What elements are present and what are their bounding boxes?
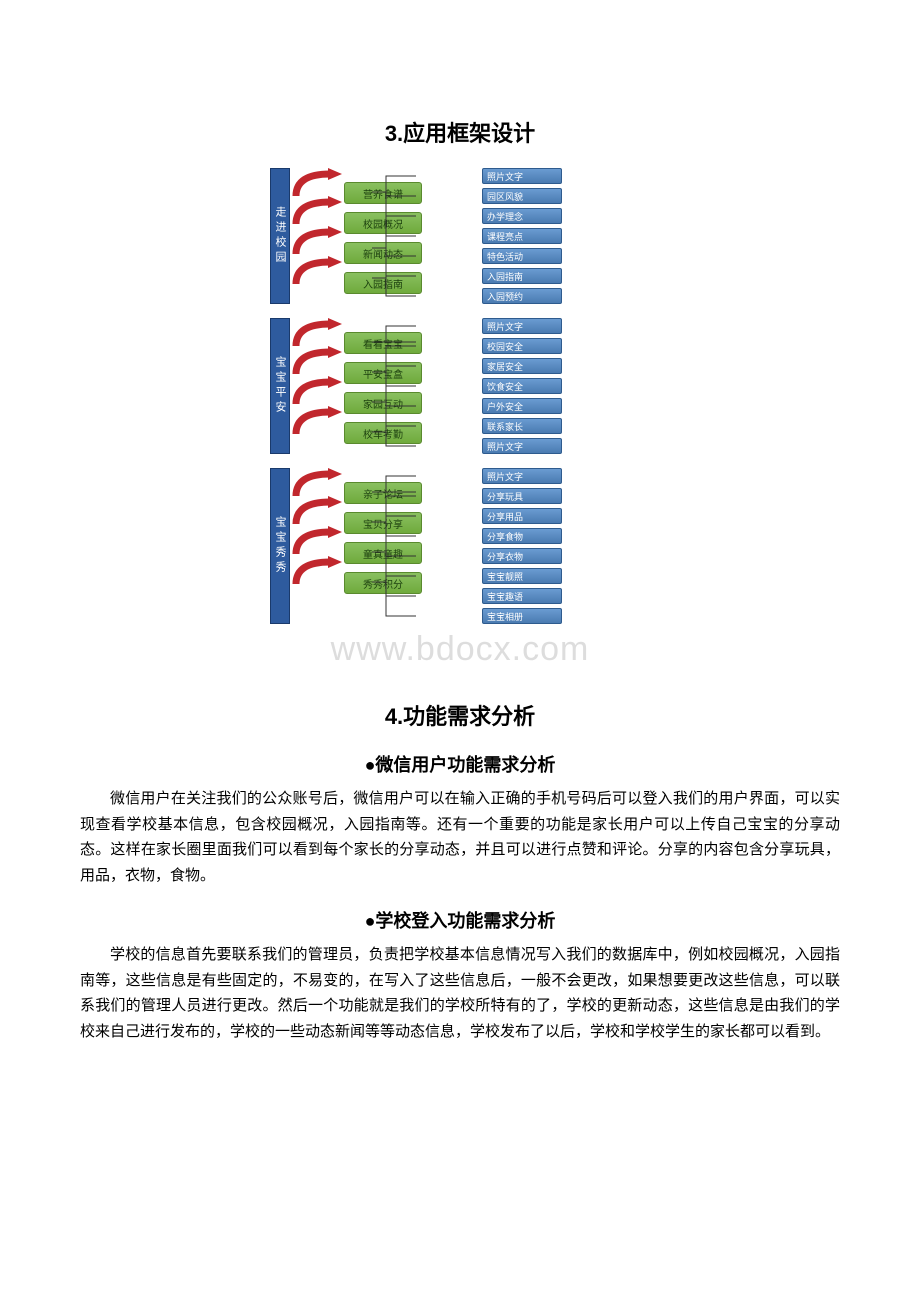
arrows-column bbox=[290, 168, 344, 304]
arrows-column bbox=[290, 318, 344, 454]
paragraph-text: 微信用户在关注我们的公众账号后，微信用户可以在输入正确的手机号码后可以登入我们的… bbox=[80, 787, 840, 889]
paragraph-text: 学校的信息首先要联系我们的管理员，负责把学校基本信息情况写入我们的数据库中，例如… bbox=[80, 943, 840, 1045]
leaf-node: 户外安全 bbox=[482, 398, 562, 414]
leaf-node: 宝宝靓照 bbox=[482, 568, 562, 584]
diagram-group: 走进校园 营养食谱 校园概况 新闻动态 入园指南 照片文字 园区风貌 办学理念 … bbox=[270, 168, 650, 304]
leaf-node: 家居安全 bbox=[482, 358, 562, 374]
root-node: 宝宝秀秀 bbox=[270, 468, 290, 624]
leaf-column: 照片文字 园区风貌 办学理念 课程亮点 特色活动 入园指南 入园预约 bbox=[482, 168, 562, 304]
leaf-node: 分享用品 bbox=[482, 508, 562, 524]
leaf-node: 入园指南 bbox=[482, 268, 562, 284]
leaf-node: 饮食安全 bbox=[482, 378, 562, 394]
framework-diagram: 走进校园 营养食谱 校园概况 新闻动态 入园指南 照片文字 园区风貌 办学理念 … bbox=[270, 168, 650, 624]
diagram-group: 宝宝秀秀 亲子论坛 宝贝分享 童真童趣 秀秀积分 照片文字 分享玩具 分享用品 … bbox=[270, 468, 650, 624]
section-3-title: 3.应用框架设计 bbox=[80, 116, 840, 148]
diagram-group: 宝宝平安 看看宝宝 平安宝盒 家园互动 校车考勤 照片文字 校园安全 家居安全 … bbox=[270, 318, 650, 454]
root-node: 走进校园 bbox=[270, 168, 290, 304]
subtitle-school: ●学校登入功能需求分析 bbox=[80, 907, 840, 933]
leaf-node: 分享食物 bbox=[482, 528, 562, 544]
leaf-node: 照片文字 bbox=[482, 468, 562, 484]
leaf-node: 分享玩具 bbox=[482, 488, 562, 504]
section-4-title: 4.功能需求分析 bbox=[80, 699, 840, 731]
watermark: www.bdocx.com bbox=[80, 630, 840, 669]
leaf-node: 入园预约 bbox=[482, 288, 562, 304]
leaf-node: 园区风貌 bbox=[482, 188, 562, 204]
arrows-column bbox=[290, 468, 344, 624]
root-node: 宝宝平安 bbox=[270, 318, 290, 454]
leaf-node: 联系家长 bbox=[482, 418, 562, 434]
leaf-node: 课程亮点 bbox=[482, 228, 562, 244]
subtitle-wechat: ●微信用户功能需求分析 bbox=[80, 751, 840, 777]
leaf-column: 照片文字 分享玩具 分享用品 分享食物 分享衣物 宝宝靓照 宝宝趣语 宝宝相册 bbox=[482, 468, 562, 624]
leaf-node: 办学理念 bbox=[482, 208, 562, 224]
leaf-node: 分享衣物 bbox=[482, 548, 562, 564]
leaf-node: 校园安全 bbox=[482, 338, 562, 354]
leaf-node: 照片文字 bbox=[482, 318, 562, 334]
leaf-node: 特色活动 bbox=[482, 248, 562, 264]
leaf-column: 照片文字 校园安全 家居安全 饮食安全 户外安全 联系家长 照片文字 bbox=[482, 318, 562, 454]
leaf-node: 宝宝相册 bbox=[482, 608, 562, 624]
leaf-node: 照片文字 bbox=[482, 438, 562, 454]
leaf-node: 照片文字 bbox=[482, 168, 562, 184]
leaf-node: 宝宝趣语 bbox=[482, 588, 562, 604]
